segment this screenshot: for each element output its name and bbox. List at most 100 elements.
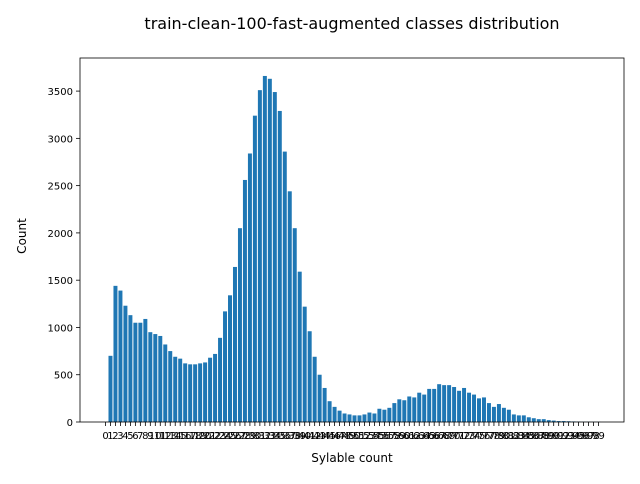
bar-8: [143, 319, 147, 422]
bar-29: [248, 153, 252, 422]
bar-55: [377, 409, 381, 422]
bar-19: [198, 363, 202, 422]
bar-82: [512, 414, 516, 422]
bar-23: [218, 338, 222, 422]
bar-38: [293, 228, 297, 422]
bar-31: [258, 90, 262, 422]
bar-65: [427, 389, 431, 422]
bar-59: [397, 399, 401, 422]
bar-42: [313, 357, 317, 422]
bar-45: [328, 401, 332, 422]
bar-24: [223, 311, 227, 422]
bar-74: [472, 395, 476, 422]
bar-60: [402, 400, 406, 422]
bar-43: [318, 375, 322, 422]
bar-26: [233, 267, 237, 422]
bar-35: [278, 111, 282, 422]
bar-80: [502, 408, 506, 422]
bar-64: [422, 395, 426, 422]
bar-34: [273, 92, 277, 422]
bar-79: [497, 404, 501, 422]
y-axis-label: Count: [15, 218, 29, 254]
bar-49: [348, 414, 352, 422]
bar-25: [228, 295, 232, 422]
y-tick-label: 1000: [48, 323, 73, 334]
bar-12: [163, 344, 167, 422]
bar-5: [128, 315, 132, 422]
bar-77: [487, 403, 491, 422]
bar-36: [283, 152, 287, 422]
y-tick-label: 2500: [48, 182, 73, 193]
bar-37: [288, 191, 292, 422]
bar-18: [193, 364, 197, 422]
bar-85: [527, 417, 531, 422]
bar-44: [323, 388, 327, 422]
bar-71: [457, 391, 461, 422]
bar-61: [407, 396, 411, 422]
bar-48: [343, 413, 347, 422]
bar-1: [108, 356, 112, 422]
bar-9: [148, 332, 152, 422]
x-tick-label: 99: [592, 431, 605, 442]
bar-16: [183, 363, 187, 422]
chart-title: train-clean-100-fast-augmented classes d…: [144, 14, 559, 33]
bar-27: [238, 228, 242, 422]
y-tick-label: 2000: [48, 229, 73, 240]
bar-78: [492, 407, 496, 422]
bar-57: [387, 408, 391, 422]
bar-39: [298, 272, 302, 422]
bar-7: [138, 323, 142, 422]
y-tick-label: 1500: [48, 276, 73, 287]
bar-30: [253, 116, 257, 422]
bar-51: [357, 415, 361, 422]
bar-4: [123, 306, 127, 422]
bar-15: [178, 359, 182, 422]
bar-62: [412, 397, 416, 422]
bar-68: [442, 385, 446, 422]
bar-88: [542, 419, 546, 422]
bar-32: [263, 76, 267, 422]
bar-53: [367, 413, 371, 422]
bar-66: [432, 389, 436, 422]
bar-40: [303, 307, 307, 422]
bar-87: [537, 419, 541, 422]
bar-86: [532, 418, 536, 422]
bar-76: [482, 397, 486, 422]
bar-14: [173, 357, 177, 422]
y-tick-label: 3500: [48, 87, 73, 98]
bar-58: [392, 403, 396, 422]
bar-69: [447, 385, 451, 422]
bar-63: [417, 393, 421, 422]
x-axis-label: Sylable count: [311, 451, 393, 465]
bar-72: [462, 388, 466, 422]
bar-75: [477, 398, 481, 422]
bar-70: [452, 387, 456, 422]
y-tick-label: 0: [67, 418, 73, 429]
bar-50: [353, 415, 357, 422]
bar-73: [467, 393, 471, 422]
bar-46: [333, 407, 337, 422]
bar-3: [118, 291, 122, 422]
bar-84: [522, 415, 526, 422]
bar-52: [362, 414, 366, 422]
bar-11: [158, 336, 162, 422]
bar-2: [113, 286, 117, 422]
bar-81: [507, 410, 511, 422]
bar-10: [153, 334, 157, 422]
bar-21: [208, 358, 212, 422]
bar-56: [382, 410, 386, 422]
y-tick-label: 500: [54, 371, 73, 382]
y-tick-label: 3000: [48, 134, 73, 145]
bar-33: [268, 79, 272, 422]
bar-41: [308, 331, 312, 422]
bar-22: [213, 354, 217, 422]
bar-28: [243, 180, 247, 422]
bar-83: [517, 415, 521, 422]
bar-54: [372, 413, 376, 422]
bar-67: [437, 384, 441, 422]
bar-6: [133, 323, 137, 422]
bar-20: [203, 362, 207, 422]
bar-17: [188, 364, 192, 422]
